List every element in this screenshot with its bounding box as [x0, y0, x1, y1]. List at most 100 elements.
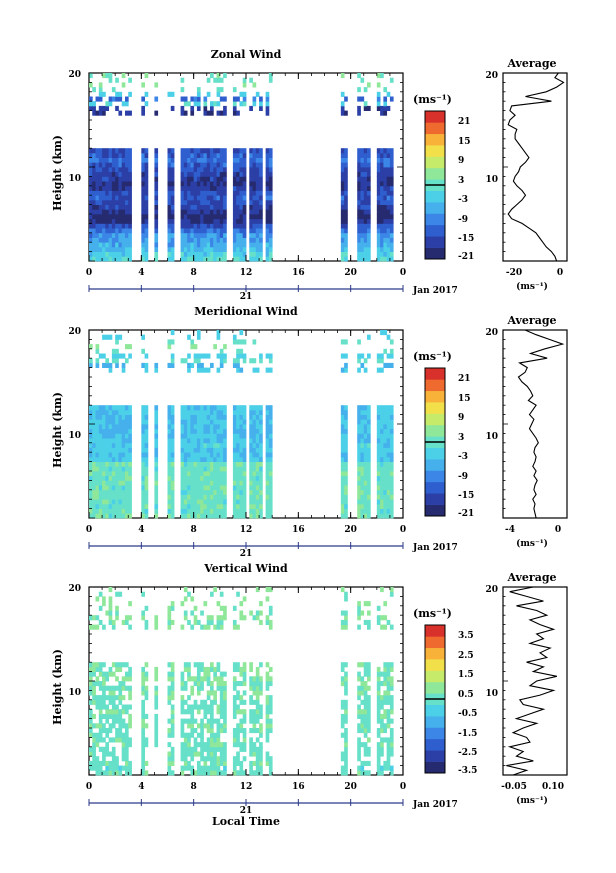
heatmap-cell: [187, 367, 191, 373]
heatmap-cell: [380, 223, 384, 229]
heatmap-cell: [193, 101, 198, 107]
heatmap-cell: [92, 204, 96, 210]
heatmap-cell: [190, 237, 195, 243]
heatmap-cell: [102, 419, 106, 425]
heatmap-cell: [252, 209, 257, 215]
heatmap-cell: [190, 223, 195, 229]
heatmap-cell: [105, 256, 110, 262]
heatmap-cell: [121, 709, 126, 715]
heatmap-cell: [200, 353, 204, 359]
heatmap-cell: [363, 152, 368, 158]
heatmap-cell: [170, 214, 175, 220]
heatmap-cell: [95, 438, 100, 444]
heatmap-cell: [236, 251, 240, 257]
heatmap-cell: [383, 452, 388, 458]
heatmap-cell: [376, 91, 381, 97]
heatmap-cell: [115, 770, 119, 776]
heatmap-cell: [167, 405, 172, 411]
heatmap-cell: [108, 499, 113, 505]
heatmap-cell: [344, 610, 348, 616]
heatmap-cell: [210, 503, 214, 509]
heatmap-cell: [196, 251, 201, 257]
heatmap-cell: [268, 471, 273, 477]
heatmap-cell: [89, 96, 93, 102]
heatmap-cell: [92, 751, 96, 757]
heatmap-cell: [111, 148, 116, 154]
heatmap-cell: [167, 456, 172, 462]
heatmap-cell: [193, 190, 198, 196]
heatmap-cell: [252, 760, 257, 766]
heatmap-cell: [89, 237, 93, 243]
heatmap-cell: [367, 456, 371, 462]
heatmap-cell: [128, 256, 132, 262]
heatmap-cell: [360, 499, 365, 505]
heatmap-cell: [200, 452, 204, 458]
heatmap-cell: [232, 737, 237, 743]
heatmap-cell: [389, 409, 394, 415]
zonal-avg-xtick-0: -20: [506, 268, 522, 278]
heatmap-cell: [386, 494, 391, 500]
heatmap-cell: [344, 503, 348, 509]
heatmap-cell: [115, 218, 119, 224]
vertical-cbar-tick-1.5: 1.5: [458, 670, 474, 680]
heatmap-cell: [167, 157, 172, 163]
heatmap-cell: [193, 605, 198, 611]
heatmap-cell: [219, 167, 224, 173]
heatmap-cell: [376, 709, 381, 715]
heatmap-cell: [154, 466, 159, 472]
x-tick-label: 16: [292, 525, 305, 535]
heatmap-cell: [128, 447, 132, 453]
heatmap-cell: [255, 746, 260, 752]
heatmap-cell: [255, 770, 260, 776]
heatmap-cell: [265, 737, 270, 743]
heatmap-cell: [98, 209, 103, 215]
heatmap-cell: [124, 237, 129, 243]
heatmap-cell: [265, 96, 270, 102]
heatmap-cell: [232, 152, 237, 158]
heatmap-cell: [98, 723, 103, 729]
heatmap-cell: [219, 452, 224, 458]
heatmap-cell: [111, 737, 116, 743]
heatmap-cell: [121, 232, 126, 238]
heatmap-cell: [167, 732, 172, 738]
heatmap-cell: [236, 167, 240, 173]
heatmap-cell: [154, 148, 159, 154]
heatmap-cell: [108, 442, 113, 448]
heatmap-cell: [249, 77, 253, 83]
heatmap-cell: [115, 228, 119, 234]
heatmap-cell: [252, 494, 257, 500]
heatmap-cell: [389, 737, 394, 743]
heatmap-cell: [367, 105, 371, 111]
heatmap-cell: [206, 676, 211, 682]
heatmap-cell: [255, 751, 260, 757]
heatmap-cell: [344, 615, 348, 621]
heatmap-cell: [386, 105, 391, 111]
heatmap-cell: [389, 414, 394, 420]
heatmap-cell: [89, 362, 93, 368]
heatmap-cell: [118, 251, 123, 257]
heatmap-cell: [121, 82, 126, 88]
heatmap-cell: [183, 214, 188, 220]
heatmap-cell: [98, 461, 103, 467]
heatmap-cell: [360, 162, 365, 168]
heatmap-cell: [259, 237, 263, 243]
heatmap-cell: [268, 718, 273, 724]
heatmap-cell: [111, 405, 116, 411]
heatmap-cell: [98, 681, 103, 687]
heatmap-cell: [111, 256, 116, 262]
heatmap-cell: [190, 596, 195, 602]
x-tick-label: 4: [138, 268, 144, 278]
heatmap-cell: [154, 676, 159, 682]
heatmap-cell: [187, 195, 191, 201]
heatmap-cell: [239, 428, 244, 434]
heatmap-cell: [363, 414, 368, 420]
heatmap-cell: [183, 171, 188, 177]
heatmap-cell: [232, 442, 237, 448]
heatmap-cell: [170, 176, 175, 182]
heatmap-cell: [367, 251, 371, 257]
heatmap-cell: [115, 171, 119, 177]
heatmap-cell: [141, 713, 145, 719]
heatmap-cell: [344, 751, 348, 757]
heatmap-cell: [144, 176, 149, 182]
heatmap-cell: [124, 728, 129, 734]
